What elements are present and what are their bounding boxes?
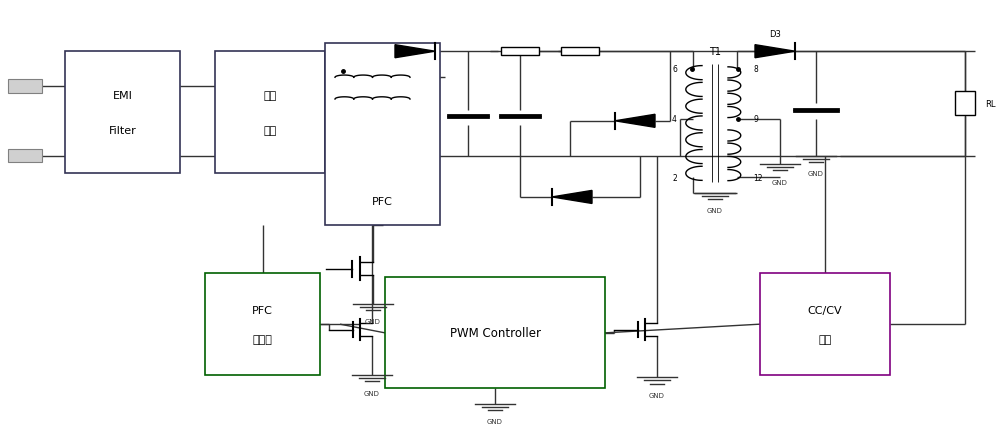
Text: CC/CV: CC/CV — [808, 305, 842, 315]
Text: Filter: Filter — [109, 126, 136, 136]
Text: 2: 2 — [672, 174, 677, 182]
Text: 8: 8 — [753, 65, 758, 74]
Bar — [65, 52, 180, 174]
Bar — [205, 273, 320, 375]
FancyBboxPatch shape — [8, 80, 42, 93]
Bar — [955, 92, 975, 116]
Text: PWM Controller: PWM Controller — [450, 327, 540, 339]
Text: PFC: PFC — [252, 305, 273, 315]
Text: 控制器: 控制器 — [253, 335, 272, 345]
Text: GND: GND — [487, 418, 503, 424]
Bar — [385, 278, 605, 388]
Text: RL: RL — [985, 100, 996, 108]
Text: GND: GND — [364, 390, 380, 396]
Text: T1: T1 — [709, 47, 721, 57]
Polygon shape — [395, 46, 435, 59]
Polygon shape — [755, 46, 795, 59]
Bar — [501, 48, 539, 56]
Text: EMI: EMI — [113, 91, 132, 101]
Text: GND: GND — [808, 171, 824, 177]
Text: 9: 9 — [753, 115, 758, 124]
Text: GND: GND — [707, 207, 723, 214]
Text: 整流: 整流 — [263, 91, 277, 101]
FancyBboxPatch shape — [8, 150, 42, 163]
Text: 滤波: 滤波 — [263, 126, 277, 136]
Text: PFC: PFC — [372, 197, 393, 207]
Text: GND: GND — [649, 392, 665, 398]
Polygon shape — [552, 191, 592, 204]
Text: 12: 12 — [753, 174, 763, 182]
Text: GND: GND — [365, 318, 381, 324]
Text: 4: 4 — [672, 115, 677, 124]
Text: 控制: 控制 — [818, 335, 832, 345]
Bar — [325, 43, 440, 226]
Bar — [215, 52, 325, 174]
Bar — [561, 48, 599, 56]
Text: D3: D3 — [769, 30, 781, 39]
Text: GND: GND — [772, 179, 788, 185]
Bar — [760, 273, 890, 375]
Text: 6: 6 — [672, 65, 677, 74]
Polygon shape — [615, 115, 655, 128]
